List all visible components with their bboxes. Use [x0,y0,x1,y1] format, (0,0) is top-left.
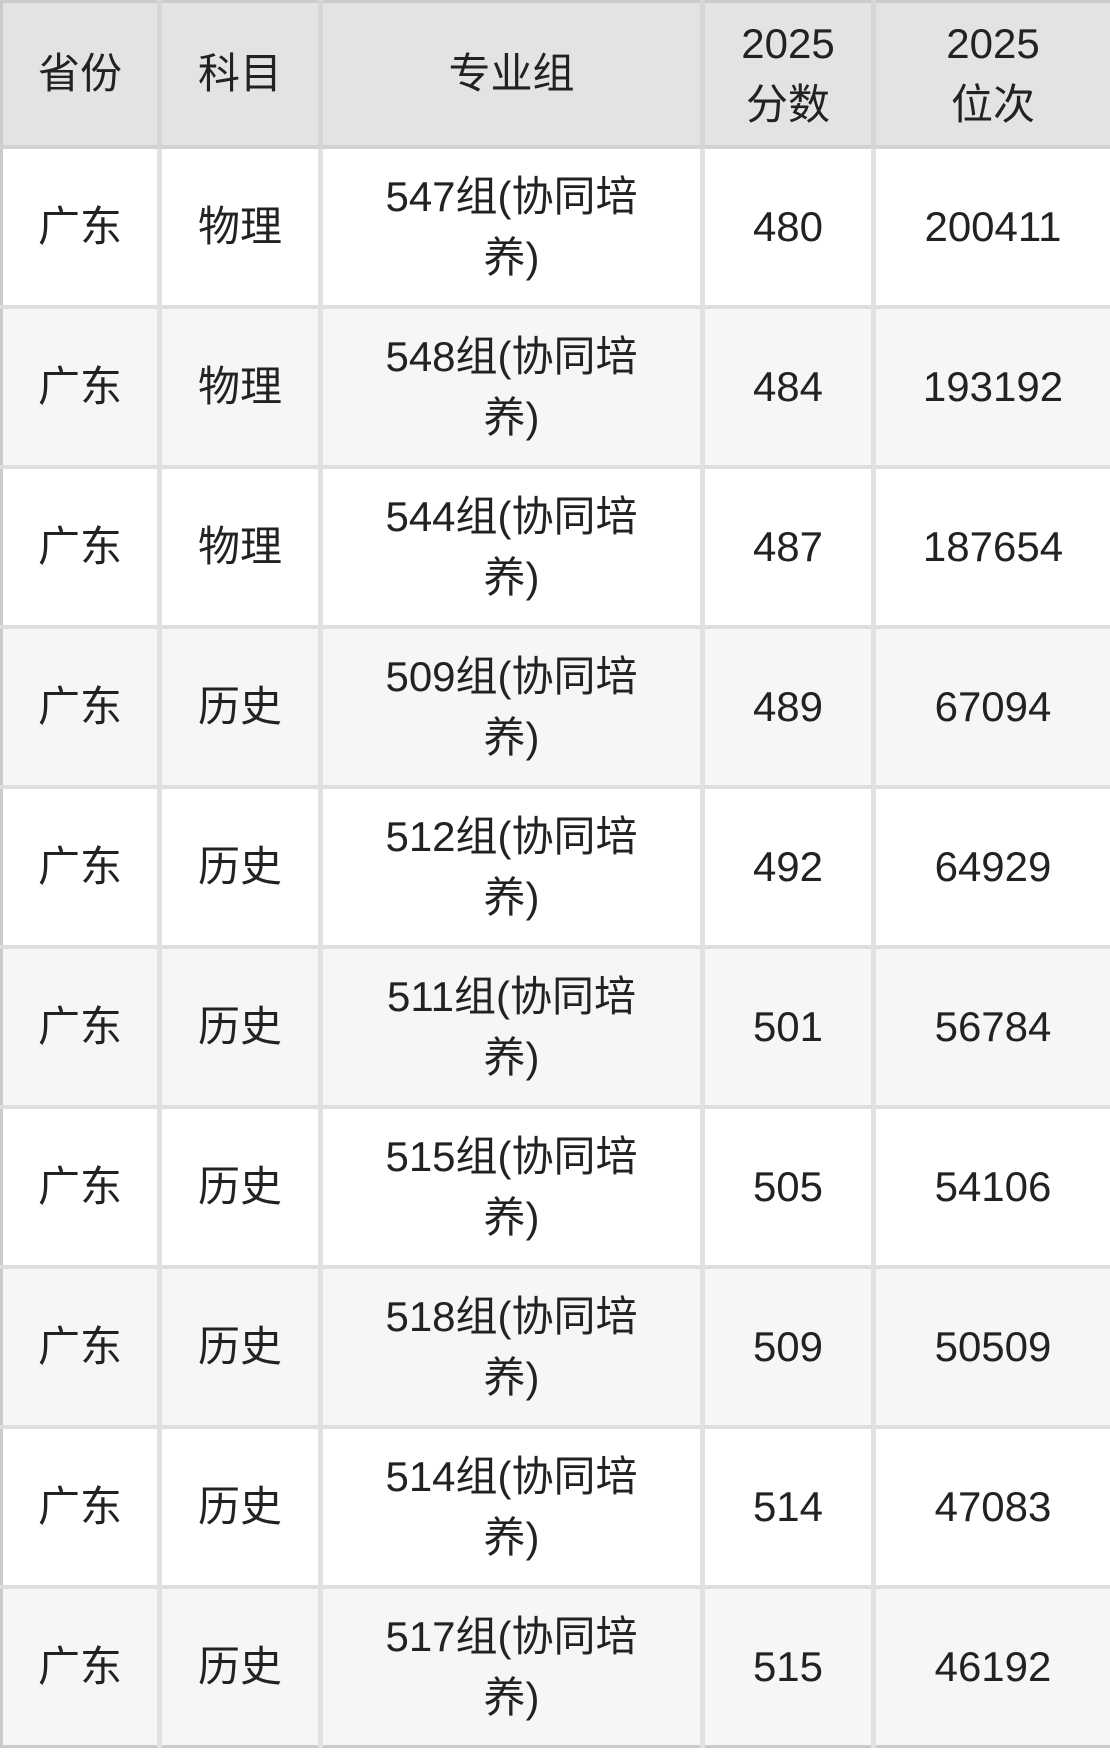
cell-rank: 193192 [873,306,1110,469]
cell-province: 广东 [1,1426,162,1589]
cell-subject: 物理 [159,466,323,629]
cell-province: 广东 [1,786,162,949]
table-row: 广东 历史 514组(协同培 养) 514 47083 [1,1426,1110,1589]
cell-score: 505 [702,1106,876,1269]
cell-subject: 物理 [159,306,323,469]
cell-score: 489 [702,626,876,789]
table-row: 广东 历史 517组(协同培 养) 515 46192 [1,1586,1110,1747]
table-row: 广东 物理 548组(协同培 养) 484 193192 [1,306,1110,469]
cell-score: 509 [702,1266,876,1429]
cell-province: 广东 [1,1586,162,1747]
cell-group: 511组(协同培 养) [320,946,705,1109]
header-province: 省份 [1,1,162,149]
header-subject: 科目 [159,1,323,149]
cell-group: 517组(协同培 养) [320,1586,705,1747]
cell-group: 518组(协同培 养) [320,1266,705,1429]
cell-score: 514 [702,1426,876,1589]
cell-group: 547组(协同培 养) [320,146,705,309]
cell-group: 514组(协同培 养) [320,1426,705,1589]
table-row: 广东 历史 512组(协同培 养) 492 64929 [1,786,1110,949]
cell-score: 487 [702,466,876,629]
cell-rank: 200411 [873,146,1110,309]
cell-score: 492 [702,786,876,949]
cell-subject: 历史 [159,1266,323,1429]
table-row: 广东 物理 547组(协同培 养) 480 200411 [1,146,1110,309]
table-row: 广东 历史 509组(协同培 养) 489 67094 [1,626,1110,789]
cell-province: 广东 [1,946,162,1109]
cell-score: 501 [702,946,876,1109]
table-row: 广东 历史 518组(协同培 养) 509 50509 [1,1266,1110,1429]
cell-subject: 历史 [159,1586,323,1747]
header-row: 省份 科目 专业组 2025 分数 2025 位次 [1,1,1110,149]
cell-rank: 64929 [873,786,1110,949]
cell-group: 512组(协同培 养) [320,786,705,949]
cell-score: 484 [702,306,876,469]
cell-rank: 54106 [873,1106,1110,1269]
header-major-group: 专业组 [320,1,705,149]
cell-score: 515 [702,1586,876,1747]
cell-rank: 46192 [873,1586,1110,1747]
cell-rank: 67094 [873,626,1110,789]
cell-rank: 187654 [873,466,1110,629]
header-rank-2025: 2025 位次 [873,1,1110,149]
cell-subject: 历史 [159,626,323,789]
cell-group: 548组(协同培 养) [320,306,705,469]
table-header: 省份 科目 专业组 2025 分数 2025 位次 [1,1,1110,149]
cell-province: 广东 [1,1266,162,1429]
cell-group: 544组(协同培 养) [320,466,705,629]
cell-province: 广东 [1,466,162,629]
cell-subject: 历史 [159,946,323,1109]
cell-subject: 历史 [159,1426,323,1589]
table-row: 广东 物理 544组(协同培 养) 487 187654 [1,466,1110,629]
cell-group: 509组(协同培 养) [320,626,705,789]
header-score-2025: 2025 分数 [702,1,876,149]
cell-subject: 历史 [159,1106,323,1269]
table-row: 广东 历史 515组(协同培 养) 505 54106 [1,1106,1110,1269]
cell-province: 广东 [1,306,162,469]
table-body: 广东 物理 547组(协同培 养) 480 200411 广东 物理 548组(协同培 养) 4… [1,146,1110,1747]
cell-score: 480 [702,146,876,309]
cell-group: 515组(协同培 养) [320,1106,705,1269]
cell-subject: 历史 [159,786,323,949]
cell-province: 广东 [1,1106,162,1269]
cell-rank: 47083 [873,1426,1110,1589]
cell-rank: 50509 [873,1266,1110,1429]
cell-rank: 56784 [873,946,1110,1109]
table-row: 广东 历史 511组(协同培 养) 501 56784 [1,946,1110,1109]
cell-province: 广东 [1,146,162,309]
cell-province: 广东 [1,626,162,789]
cell-subject: 物理 [159,146,323,309]
